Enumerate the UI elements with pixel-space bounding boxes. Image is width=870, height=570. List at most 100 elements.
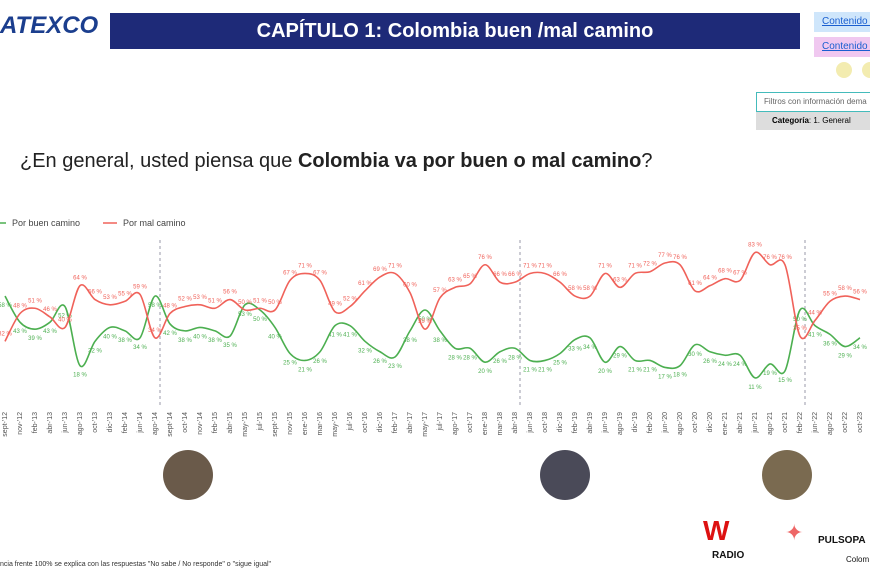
data-label: 71 % bbox=[388, 263, 402, 269]
x-tick-label: oct-'21 bbox=[782, 412, 789, 433]
data-label: 83 % bbox=[748, 243, 762, 249]
legend-label: Por mal camino bbox=[123, 218, 186, 228]
category-filter[interactable]: Categoría: 1. General bbox=[756, 112, 870, 130]
question-text: ? bbox=[641, 150, 653, 172]
data-label: 41 % bbox=[343, 333, 357, 339]
data-label: 49 % bbox=[328, 302, 342, 308]
data-label: 53 % bbox=[103, 295, 117, 301]
x-tick-label: jun-'21 bbox=[752, 412, 759, 434]
data-label: 61 % bbox=[688, 281, 702, 287]
data-label: 50 % bbox=[793, 317, 807, 323]
x-tick-label: feb-'17 bbox=[392, 412, 399, 433]
data-label: 66 % bbox=[508, 272, 522, 278]
data-label: 21 % bbox=[643, 367, 657, 373]
x-tick-label: jun-'13 bbox=[62, 412, 69, 434]
x-tick-label: abr-'18 bbox=[512, 412, 519, 434]
data-label: 76 % bbox=[673, 255, 687, 261]
x-tick-label: mar-'16 bbox=[317, 412, 324, 436]
data-label: 28 % bbox=[463, 355, 477, 361]
data-label: 28 % bbox=[508, 355, 522, 361]
data-label: 40 % bbox=[268, 334, 282, 340]
radio-logo: W bbox=[703, 515, 730, 546]
data-label: 21 % bbox=[538, 367, 552, 373]
x-tick-label: oct-'14 bbox=[182, 412, 189, 433]
data-label: 61 % bbox=[358, 281, 372, 287]
data-label: 64 % bbox=[73, 276, 87, 282]
data-label: 71 % bbox=[628, 263, 642, 269]
data-label: 71 % bbox=[598, 263, 612, 269]
content-button[interactable]: Contenido C bbox=[814, 12, 870, 32]
data-label: 71 % bbox=[538, 263, 552, 269]
x-tick-label: dic-'18 bbox=[557, 412, 564, 433]
data-label: 42 % bbox=[163, 331, 177, 337]
x-tick-label: jun-'14 bbox=[137, 412, 144, 434]
x-tick-label: oct-'22 bbox=[842, 412, 849, 433]
x-tick-label: dic-'16 bbox=[377, 412, 384, 433]
x-tick-label: dic-'13 bbox=[107, 412, 114, 433]
x-tick-label: ago-'21 bbox=[767, 412, 774, 435]
nav-icon[interactable] bbox=[836, 62, 852, 78]
filter-input[interactable]: Filtros con información dema bbox=[756, 92, 870, 112]
data-label: 46 % bbox=[43, 307, 57, 313]
data-label: 29 % bbox=[838, 354, 852, 360]
data-label: 18 % bbox=[73, 373, 87, 379]
data-label: 40 % bbox=[58, 317, 72, 323]
data-label: 50 % bbox=[253, 317, 267, 323]
data-label: 40 % bbox=[103, 334, 117, 340]
category-label: Categoría bbox=[772, 116, 809, 125]
data-label: 29 % bbox=[613, 354, 627, 360]
x-tick-label: mar-'18 bbox=[497, 412, 504, 436]
data-label: 30 % bbox=[688, 352, 702, 358]
data-label: 67 % bbox=[733, 270, 747, 276]
data-label: 25 % bbox=[553, 361, 567, 367]
president-photo bbox=[163, 450, 213, 500]
x-tick-label: feb-'19 bbox=[572, 412, 579, 433]
data-label: 56 % bbox=[88, 290, 102, 296]
radio-text: RADIO bbox=[712, 550, 745, 561]
data-label: 38 % bbox=[403, 338, 417, 344]
x-tick-label: nov-'15 bbox=[287, 412, 294, 435]
data-label: 20 % bbox=[598, 369, 612, 375]
data-label: 58 % bbox=[0, 303, 12, 309]
data-label: 52 % bbox=[178, 297, 192, 303]
data-label: 76 % bbox=[778, 255, 792, 261]
x-tick-label: abr-'15 bbox=[227, 412, 234, 434]
data-label: 71 % bbox=[298, 263, 312, 269]
data-label: 56 % bbox=[223, 290, 237, 296]
category-value: 1. General bbox=[813, 116, 851, 125]
data-label: 36 % bbox=[823, 341, 837, 347]
x-tick-label: feb-'14 bbox=[122, 412, 129, 433]
series-line bbox=[4, 251, 861, 342]
data-label: 58 % bbox=[583, 286, 597, 292]
question: ¿En general, usted piensa que Colombia v… bbox=[20, 150, 652, 173]
data-label: 50 % bbox=[418, 317, 432, 323]
data-label: 38 % bbox=[433, 338, 447, 344]
x-tick-label: ago-'14 bbox=[152, 412, 159, 435]
data-label: 38 % bbox=[178, 338, 192, 344]
x-tick-label: sept-'12 bbox=[2, 412, 9, 437]
data-label: 41 % bbox=[328, 333, 342, 339]
nav-icon[interactable] bbox=[862, 62, 870, 78]
data-label: 50 % bbox=[238, 300, 252, 306]
data-label: 44 % bbox=[808, 310, 822, 316]
data-label: 50 % bbox=[268, 300, 282, 306]
data-label: 51 % bbox=[253, 298, 267, 304]
content-button[interactable]: Contenido C bbox=[814, 37, 870, 57]
data-label: 66 % bbox=[553, 272, 567, 278]
data-label: 24 % bbox=[733, 362, 747, 368]
data-label: 21 % bbox=[628, 367, 642, 373]
data-label: 21 % bbox=[523, 367, 537, 373]
x-tick-label: ene-'18 bbox=[482, 412, 489, 435]
president-photo bbox=[540, 450, 590, 500]
data-label: 40 % bbox=[193, 334, 207, 340]
data-label: 57 % bbox=[433, 288, 447, 294]
x-tick-label: feb-'15 bbox=[212, 412, 219, 433]
data-label: 21 % bbox=[298, 367, 312, 373]
x-tick-label: abr-'21 bbox=[737, 412, 744, 434]
data-label: 58 % bbox=[148, 303, 162, 309]
data-label: 76 % bbox=[478, 255, 492, 261]
x-tick-label: may-'15 bbox=[242, 412, 249, 437]
data-label: 58 % bbox=[568, 286, 582, 292]
data-label: 48 % bbox=[13, 303, 27, 309]
